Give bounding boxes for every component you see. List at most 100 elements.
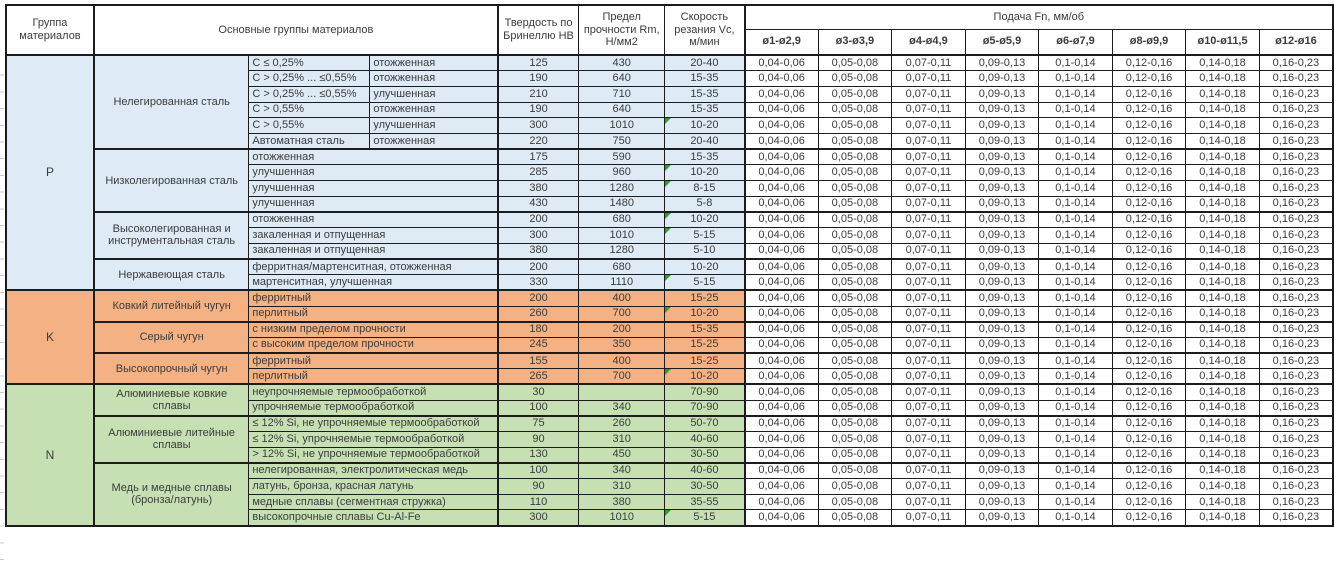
feed-value-cell: 0,16-0,23 [1258,101,1334,119]
feed-value-cell: 0,14-0,18 [1185,431,1260,448]
table-row: улучшенная 380 1280 8-15 0,04-0,06 0,05-0,08 0… [6,180,1334,197]
cutting-speed-cell: 10-20 [664,368,746,385]
material-spec-cell: высокопрочные сплавы Cu-Al-Fe [248,509,499,527]
cutting-speed-cell: 15-25 [664,336,746,354]
feed-value-cell: 0,12-0,16 [1111,431,1187,448]
feed-value-cell: 0,05-0,08 [817,352,893,370]
feed-value-cell: 0,09-0,13 [964,509,1040,527]
excel-comment-marker [665,118,672,125]
feed-value-cell: 0,1-0,14 [1038,242,1113,260]
feed-value-cell: 0,12-0,16 [1111,414,1187,432]
feed-value-cell: 0,09-0,13 [964,368,1040,385]
feed-value-cell: 0,07-0,11 [891,446,966,464]
feed-value-cell: 0,16-0,23 [1258,54,1334,72]
hardness-hb-cell: 190 [497,101,580,119]
header-feed-col-8: ø12-ø16 [1258,28,1334,56]
feed-value-cell: 0,09-0,13 [964,478,1040,495]
feed-value-cell: 0,05-0,08 [817,446,893,464]
group-code-cell: N [5,383,95,527]
feed-value-cell: 0,05-0,08 [817,148,893,166]
feed-value-cell: 0,04-0,06 [744,493,819,511]
material-spec-cell: Автоматная сталь [248,132,371,150]
strength-rm-cell: 680 [578,257,666,276]
feed-value-cell: 0,04-0,06 [744,85,819,103]
subgroup-name-cell: Нелегированная сталь [93,53,250,150]
feed-value-cell: 0,05-0,08 [817,117,893,134]
feed-value-cell: 0,16-0,23 [1258,164,1334,181]
strength-rm-cell: 700 [578,305,666,323]
worksheet: Группа материалов Основные группы матери… [0,4,1334,560]
feed-value-cell: 0,07-0,11 [891,509,966,527]
feed-value-cell: 0,12-0,16 [1111,70,1187,87]
feed-value-cell: 0,09-0,13 [964,431,1040,448]
feed-value-cell: 0,04-0,06 [744,164,819,181]
table-row: Высоколегированная и инструментальная ст… [6,210,1334,260]
table-row: Серый чугун с низким пределом прочности 18… [6,320,1334,354]
feed-value-cell: 0,12-0,16 [1111,320,1187,338]
strength-rm-cell: 640 [578,101,666,119]
excel-gridline-stubs [0,59,4,560]
feed-value-cell: 0,05-0,08 [817,289,893,307]
material-spec-cell: улучшенная [248,195,499,213]
feed-value-cell: 0,05-0,08 [817,368,893,385]
feed-value-cell: 0,12-0,16 [1111,368,1187,385]
feed-value-cell: 0,16-0,23 [1258,180,1334,197]
hardness-hb-cell: 200 [497,289,580,307]
feed-value-cell: 0,12-0,16 [1111,101,1187,119]
table-row: высокопрочные сплавы Cu-Al-Fe 300 1010 5-15… [6,509,1334,527]
feed-value-cell: 0,07-0,11 [891,305,966,323]
hardness-hb-cell: 220 [497,132,580,150]
hardness-hb-cell: 30 [497,383,580,401]
material-state-cell: отожженная [369,101,499,119]
table-row: перлитный 265 700 10-20 0,04-0,06 0,05-0,08 0,… [6,368,1334,385]
table-row: Высокопрочный чугун ферритный 155 400 15-25 0… [6,352,1334,385]
feed-value-cell: 0,05-0,08 [817,164,893,181]
feed-value-cell: 0,09-0,13 [964,242,1040,260]
material-spec-cell: мартенситная, улучшенная [248,274,499,291]
hardness-hb-cell: 200 [497,257,580,276]
feed-value-cell: 0,07-0,11 [891,242,966,260]
feed-value-cell: 0,04-0,06 [744,320,819,338]
feed-value-cell: 0,1-0,14 [1038,305,1113,323]
feed-value-cell: 0,14-0,18 [1185,399,1260,417]
subgroup-name-cell: Алюминиевые литейные сплавы [93,414,250,464]
feed-value-cell: 0,14-0,18 [1185,289,1260,307]
header-row-2: ø1-ø2,9 ø3-ø3,9 ø4-ø4,9 ø5-ø5,9 ø6-ø7,9 … [6,28,1334,56]
feed-value-cell: 0,1-0,14 [1038,368,1113,385]
feed-value-cell: 0,07-0,11 [891,368,966,385]
header-feed-col-7: ø10-ø11,5 [1185,28,1260,56]
feed-value-cell: 0,09-0,13 [964,336,1040,354]
header-feed-col-6: ø8-ø9,9 [1111,28,1187,56]
feed-value-cell: 0,07-0,11 [891,164,966,181]
material-spec-cell: неупрочняемые термообработкой [248,383,499,401]
feed-value-cell: 0,1-0,14 [1038,101,1113,119]
feed-value-cell: 0,16-0,23 [1258,493,1334,511]
material-spec-cell: C > 0,25% ... ≤0,55% [248,70,371,87]
feed-value-cell: 0,05-0,08 [817,431,893,448]
table-body: P Нелегированная сталь C ≤ 0,25% отожженная… [5,53,1334,527]
feed-value-cell: 0,04-0,06 [744,274,819,291]
feed-value-cell: 0,14-0,18 [1185,478,1260,495]
feed-value-cell: 0,1-0,14 [1038,320,1113,338]
feed-value-cell: 0,14-0,18 [1185,493,1260,511]
cutting-speed-cell: 70-90 [664,399,746,417]
feed-value-cell: 0,14-0,18 [1185,54,1260,72]
feed-value-cell: 0,07-0,11 [891,132,966,150]
feed-value-cell: 0,04-0,06 [744,242,819,260]
feed-value-cell: 0,05-0,08 [817,132,893,150]
feed-value-cell: 0,07-0,11 [891,257,966,276]
group-code-cell: K [5,289,95,385]
strength-rm-cell: 710 [578,85,666,103]
feed-value-cell: 0,09-0,13 [964,289,1040,307]
feed-value-cell: 0,1-0,14 [1038,164,1113,181]
cutting-speed-cell: 35-55 [664,493,746,511]
material-spec-cell: закаленная и отпущенная [248,242,499,260]
feed-value-cell: 0,14-0,18 [1185,101,1260,119]
feed-value-cell: 0,16-0,23 [1258,431,1334,448]
feed-value-cell: 0,09-0,13 [964,210,1040,229]
cutting-speed-cell: 10-20 [664,210,746,229]
feed-value-cell: 0,07-0,11 [891,227,966,244]
feed-value-cell: 0,16-0,23 [1258,289,1334,307]
material-spec-cell: с высоким пределом прочности [248,336,499,354]
feed-value-cell: 0,05-0,08 [817,305,893,323]
